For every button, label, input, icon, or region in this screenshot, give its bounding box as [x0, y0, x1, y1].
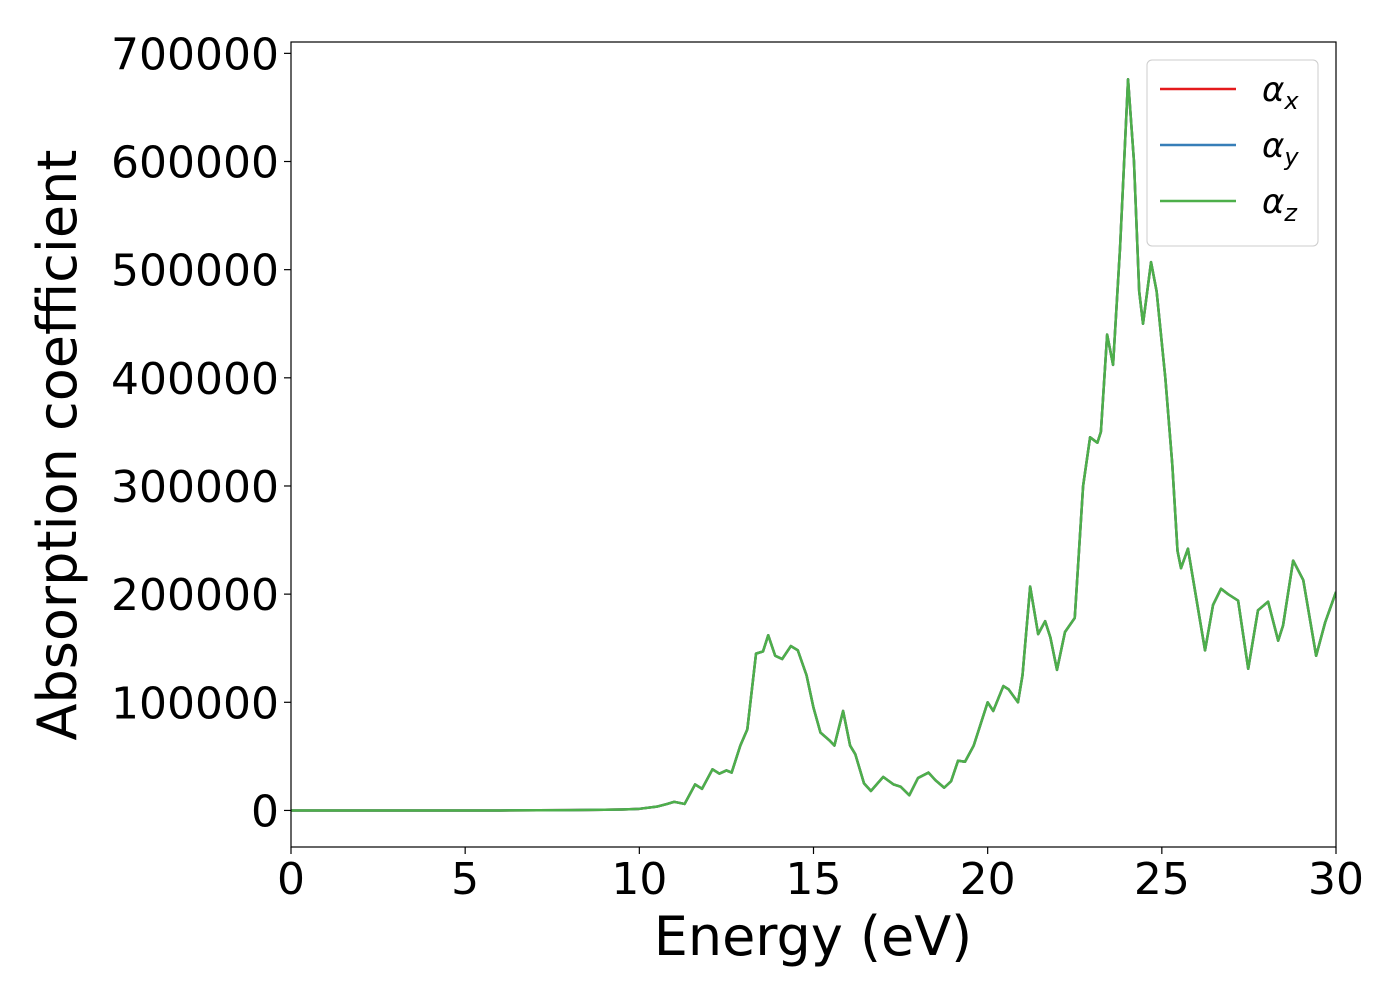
x-tick-label: 15 [786, 854, 842, 905]
y-tick-label: 700000 [111, 29, 279, 80]
x-tick-label: 25 [1134, 854, 1190, 905]
y-tick-label: 0 [251, 786, 279, 837]
y-tick-label: 200000 [111, 570, 279, 621]
y-tick-label: 600000 [111, 138, 279, 189]
x-axis-label: Energy (eV) [654, 905, 973, 968]
y-tick-label: 500000 [111, 246, 279, 297]
x-tick-label: 30 [1308, 854, 1364, 905]
legend-label: αx [1262, 70, 1299, 115]
y-tick-label: 300000 [111, 462, 279, 513]
x-tick-label: 5 [451, 854, 479, 905]
plot-frame [290, 41, 1337, 848]
y-tick-label: 100000 [111, 678, 279, 729]
y-tick-label: 400000 [111, 354, 279, 405]
legend-label: αy [1262, 126, 1299, 171]
y-axis-label: Absorption coefficient [26, 150, 89, 741]
plot-lines [291, 78, 1336, 812]
legend-label: αz [1262, 182, 1298, 227]
x-tick-label: 0 [277, 854, 305, 905]
x-tick-label: 20 [960, 854, 1016, 905]
legend-box [1146, 59, 1319, 247]
x-tick-label: 10 [611, 854, 667, 905]
data-line [291, 78, 1336, 812]
